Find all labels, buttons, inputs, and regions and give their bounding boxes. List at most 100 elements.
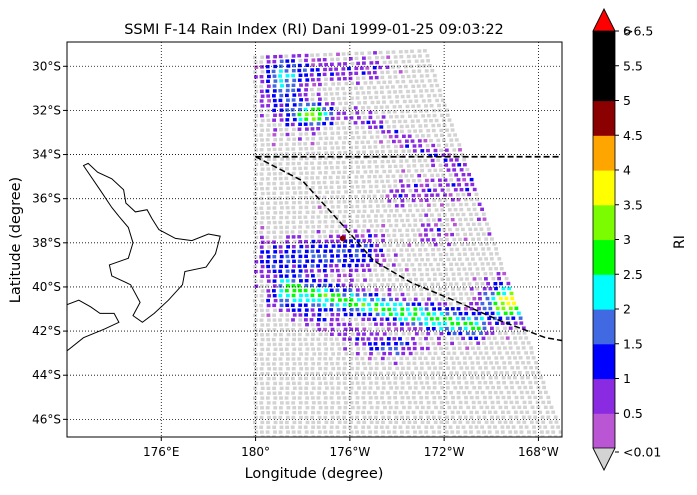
ri-pixel xyxy=(466,242,470,246)
ri-pixel xyxy=(324,435,329,437)
ri-pixel xyxy=(298,406,302,410)
ri-pixel xyxy=(334,141,339,145)
ri-pixel xyxy=(324,273,328,278)
ri-pixel xyxy=(279,323,283,327)
ri-pixel xyxy=(406,366,411,370)
ri-pixel xyxy=(285,410,289,415)
ri-pixel xyxy=(253,55,257,60)
ri-pixel xyxy=(291,157,296,161)
ri-pixel xyxy=(337,347,342,351)
ri-pixel xyxy=(436,391,440,395)
ri-pixel xyxy=(540,415,545,419)
ri-pixel xyxy=(489,257,494,261)
ri-pixel xyxy=(316,200,321,204)
ri-pixel xyxy=(477,217,481,221)
ri-pixel xyxy=(461,336,465,341)
ri-pixel xyxy=(355,111,360,115)
ri-pixel xyxy=(437,336,441,341)
ri-pixel xyxy=(292,410,297,415)
ri-pixel xyxy=(556,425,560,429)
ri-pixel xyxy=(434,153,438,158)
ri-pixel xyxy=(398,317,403,321)
ri-pixel xyxy=(260,216,265,220)
ri-pixel xyxy=(259,425,264,429)
ri-pixel xyxy=(311,239,316,244)
ri-pixel xyxy=(272,123,277,127)
ri-pixel xyxy=(457,163,462,167)
ri-pixel xyxy=(374,307,378,312)
ri-pixel xyxy=(542,385,546,390)
ri-pixel xyxy=(398,70,403,74)
ri-pixel xyxy=(460,242,465,247)
ri-pixel xyxy=(389,209,393,213)
colorbar-tick-label: 0.5 xyxy=(623,406,643,421)
ri-pixel xyxy=(408,351,413,356)
ri-pixel xyxy=(317,234,322,239)
ri-pixel xyxy=(473,247,478,251)
ri-pixel xyxy=(267,74,271,79)
y-axis-label: Latitude (degree) xyxy=(8,177,24,303)
ri-pixel xyxy=(259,391,264,395)
ri-pixel xyxy=(290,303,295,307)
ri-pixel xyxy=(336,386,341,390)
ri-pixel xyxy=(337,420,342,424)
ri-pixel xyxy=(498,316,503,320)
ri-pixel xyxy=(387,410,392,415)
ri-pixel xyxy=(413,292,418,296)
ri-pixel xyxy=(440,297,445,301)
ri-pixel xyxy=(450,218,455,222)
ri-pixel xyxy=(413,430,417,434)
ri-pixel xyxy=(376,189,381,193)
ri-pixel xyxy=(392,248,396,252)
ri-pixel xyxy=(405,415,410,420)
ri-pixel xyxy=(515,361,520,365)
ri-pixel xyxy=(324,420,329,424)
ri-pixel xyxy=(377,155,381,159)
ri-pixel xyxy=(316,322,321,327)
ri-pixel xyxy=(292,298,297,303)
ri-pixel xyxy=(505,316,510,320)
ri-pixel xyxy=(451,287,455,291)
ri-pixel xyxy=(311,410,315,415)
ri-pixel xyxy=(272,303,277,308)
ri-pixel xyxy=(361,361,366,366)
ri-pixel xyxy=(329,273,334,278)
ri-pixel xyxy=(278,367,283,371)
ri-pixel xyxy=(336,96,341,101)
ri-pixel xyxy=(278,250,283,254)
ri-pixel xyxy=(355,96,360,100)
ri-pixel xyxy=(419,89,423,93)
ri-pixel xyxy=(368,199,373,203)
ri-pixel xyxy=(330,406,334,410)
ri-pixel xyxy=(361,180,366,184)
ri-pixel xyxy=(532,425,536,429)
ri-pixel xyxy=(328,52,333,57)
ri-pixel xyxy=(520,376,525,380)
ri-pixel xyxy=(379,125,384,129)
ri-pixel xyxy=(343,57,348,61)
ri-pixel xyxy=(285,254,290,259)
ri-pixel xyxy=(411,84,416,88)
ri-pixel xyxy=(388,243,393,247)
ri-pixel xyxy=(253,396,257,400)
ri-pixel xyxy=(496,381,501,385)
ri-pixel xyxy=(375,60,379,65)
ri-pixel xyxy=(280,157,284,161)
ri-pixel xyxy=(310,97,315,102)
ri-pixel xyxy=(434,297,439,301)
ri-pixel xyxy=(467,172,471,177)
ri-pixel xyxy=(403,84,408,89)
ri-pixel xyxy=(426,203,431,207)
ri-pixel xyxy=(424,307,429,311)
ri-pixel xyxy=(310,171,315,175)
ri-pixel xyxy=(468,341,473,345)
ri-pixel xyxy=(266,216,271,220)
ri-pixel xyxy=(265,138,270,142)
ri-pixel xyxy=(279,137,283,142)
y-tick-label: 36°S xyxy=(32,192,61,206)
ri-pixel xyxy=(298,347,302,351)
ri-pixel xyxy=(385,179,390,183)
ri-pixel xyxy=(304,161,309,165)
ri-pixel xyxy=(292,78,297,83)
ri-pixel xyxy=(467,282,472,286)
